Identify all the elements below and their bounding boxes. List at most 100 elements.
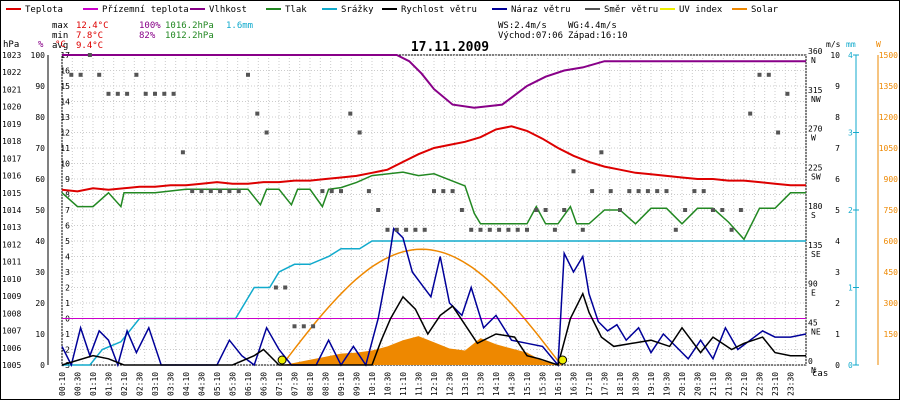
tick-celsius: 4 [65,253,70,262]
tick-x: 11:30 [415,372,424,396]
axis-unit-wind: m/s [826,40,841,49]
wind-direction-point [571,169,576,174]
tick-x: 11:10 [399,372,408,396]
wind-direction-point [97,72,102,77]
tick-celsius: 12 [60,129,70,138]
tick-celsius: 6 [65,222,70,231]
tick-x: 14:30 [508,372,517,396]
tick-direction-label: SW [811,172,821,181]
tick-x: 19:30 [663,372,672,396]
tick-x: 23:10 [771,372,780,396]
wind-direction-point [655,189,660,194]
tick-x: 20:30 [694,372,703,396]
tick-x: 21:10 [709,372,718,396]
legend-label: Srážky [341,5,374,15]
wind-direction-point [664,189,669,194]
wind-direction-point [525,227,529,232]
tick-x: 02:10 [120,372,129,396]
wind-direction-point [180,150,185,155]
wind-direction-point [636,189,641,194]
tick-x: 10:30 [384,372,393,396]
stats-block: max 12.4°C 100% 1016.2hPa 1.6mm min 7.8°… [52,21,628,51]
temperature-line [61,125,806,193]
tick-direction-label: NE [811,327,821,336]
wind-direction-point [580,227,585,232]
tick-direction-label: SE [811,250,821,259]
wind-direction-point [125,91,130,96]
tick-celsius: 5 [65,237,70,246]
stat-ws: WS:2.4m/s [498,21,547,31]
tick-wind: 0 [835,361,840,370]
tick-x: 05:30 [229,372,238,396]
tick-wind: 5 [835,206,840,215]
tick-x: 22:10 [740,372,749,396]
wind-direction-point [320,189,325,194]
wind-direction-point [720,208,725,212]
wind-direction-point [283,285,288,290]
wind-direction-point [134,72,139,77]
tick-direction: 225 [808,163,823,172]
tick-hpa: 1005 [2,361,21,370]
tick-solar: 450 [884,268,899,277]
tick-x: 03:30 [167,372,176,396]
tick-celsius: 8 [65,191,70,200]
axis-unit-rain: mm [846,40,856,49]
solar-area [282,336,562,365]
wind-direction-point [208,189,213,194]
wind-direction-point [776,130,781,135]
tick-rain: 4 [848,51,853,60]
wind-direction-point [366,189,371,194]
wind-direction-point [590,189,595,194]
tick-x: 10:10 [368,372,377,396]
stat-min-hum: 82% [139,31,156,41]
wind-direction-point [87,53,92,57]
wind-direction-point [645,189,650,194]
wind-direction-point [115,91,120,96]
tick-rain: 3 [848,129,853,138]
tick-direction: 0 [808,357,813,366]
stat-avg-temp: 9.4°C [76,41,103,51]
tick-rain: 0 [848,361,853,370]
wind-direction-point [106,91,111,96]
tick-celsius: 3 [65,268,70,277]
wind-direction-point [441,189,446,194]
tick-hpa: 1021 [2,85,21,94]
tick-x: 12:10 [430,372,439,396]
solar-theoretical-line [281,248,562,366]
tick-x: 01:10 [89,372,98,396]
wind-direction-point [673,227,678,232]
wind-direction-point [618,208,622,212]
tick-x: 13:10 [461,372,470,396]
wind-direction-point [487,227,492,232]
tick-x: 00:10 [58,372,67,396]
wind-direction-point [171,91,176,96]
tick-direction: 45 [808,318,818,327]
tick-x: 05:10 [213,372,222,396]
stat-max-temp: 12.4°C [76,21,109,31]
tick-solar: 900 [884,175,899,184]
axis-unit-percent: % [38,40,44,50]
tick-x: 04:10 [182,372,191,396]
wind-direction-point [701,189,706,194]
tick-direction: 360 [808,47,823,56]
tick-x: 15:30 [539,372,548,396]
wind-direction-point [153,91,157,96]
tick-rain: 1 [848,284,853,293]
wind-direction-point [469,227,474,232]
tick-percent: 0 [40,361,45,370]
tick-celsius: 2 [65,284,70,293]
legend-label: Solar [751,5,779,15]
wind-direction-point [78,72,83,77]
wind-direction-point [404,227,409,232]
tick-percent: 80 [35,113,45,122]
tick-hpa: 1019 [2,120,21,129]
legend-label: Tlak [285,5,307,15]
tick-celsius: 1 [65,299,70,308]
wind-direction-point [766,72,771,77]
tick-hpa: 1017 [2,154,21,163]
wind-direction-point [552,227,557,232]
tick-hpa: 1008 [2,309,21,318]
tick-direction: 270 [808,125,823,134]
axis-unit-celsius: °C [55,40,66,50]
